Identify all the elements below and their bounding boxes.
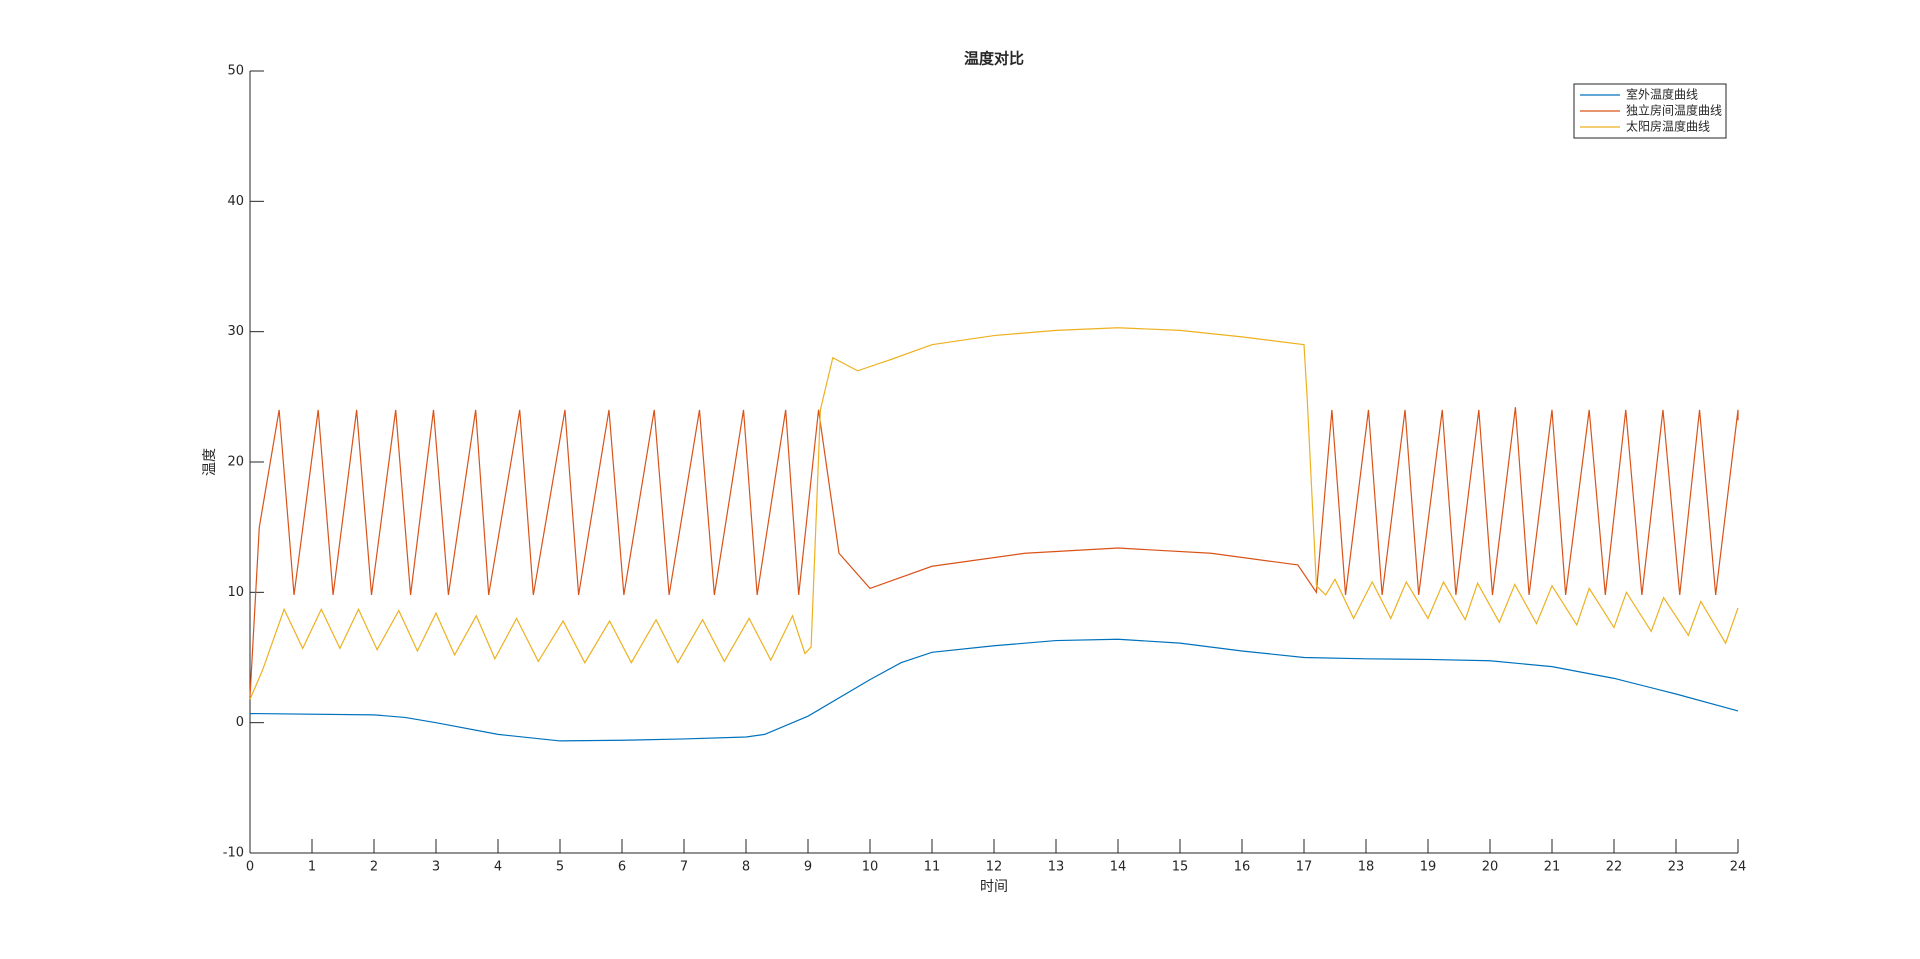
y-tick-label: 0 <box>236 715 244 730</box>
x-tick-label: 24 <box>1730 860 1747 875</box>
x-tick-label: 13 <box>1048 860 1065 875</box>
x-tick-label: 3 <box>432 860 440 875</box>
x-tick-label: 6 <box>618 860 626 875</box>
legend-label: 太阳房温度曲线 <box>1626 119 1710 134</box>
chart-title: 温度对比 <box>964 50 1024 68</box>
y-tick-label: 20 <box>227 455 244 470</box>
x-tick-label: 18 <box>1358 860 1375 875</box>
x-axis-label: 时间 <box>980 879 1008 895</box>
x-tick-label: 8 <box>742 860 750 875</box>
x-tick-label: 1 <box>308 860 316 875</box>
x-tick-label: 4 <box>494 860 502 875</box>
x-tick-label: 0 <box>246 860 254 875</box>
x-tick-label: 2 <box>370 860 378 875</box>
y-tick-label: 10 <box>227 585 244 600</box>
x-tick-label: 11 <box>924 860 941 875</box>
y-tick-label: 50 <box>227 64 244 79</box>
y-axis-label: 温度 <box>202 448 218 476</box>
y-tick-label: -10 <box>223 846 244 861</box>
x-tick-label: 16 <box>1234 860 1251 875</box>
x-tick-label: 20 <box>1482 860 1499 875</box>
x-tick-label: 22 <box>1606 860 1623 875</box>
y-tick-label: 30 <box>227 324 244 339</box>
x-tick-label: 5 <box>556 860 564 875</box>
x-tick-label: 19 <box>1420 860 1437 875</box>
x-tick-label: 23 <box>1668 860 1685 875</box>
y-tick-label: 40 <box>227 194 244 209</box>
series-line <box>249 638 1739 742</box>
x-tick-label: 15 <box>1172 860 1189 875</box>
x-tick-label: 14 <box>1110 860 1127 875</box>
x-tick-label: 17 <box>1296 860 1313 875</box>
series-line <box>249 407 1739 697</box>
series-line <box>249 327 1739 700</box>
legend-label: 独立房间温度曲线 <box>1626 103 1722 118</box>
legend-label: 室外温度曲线 <box>1626 87 1698 102</box>
x-tick-label: 21 <box>1544 860 1561 875</box>
x-tick-label: 12 <box>986 860 1003 875</box>
x-tick-label: 10 <box>862 860 879 875</box>
x-tick-label: 9 <box>804 860 812 875</box>
x-tick-label: 7 <box>680 860 688 875</box>
